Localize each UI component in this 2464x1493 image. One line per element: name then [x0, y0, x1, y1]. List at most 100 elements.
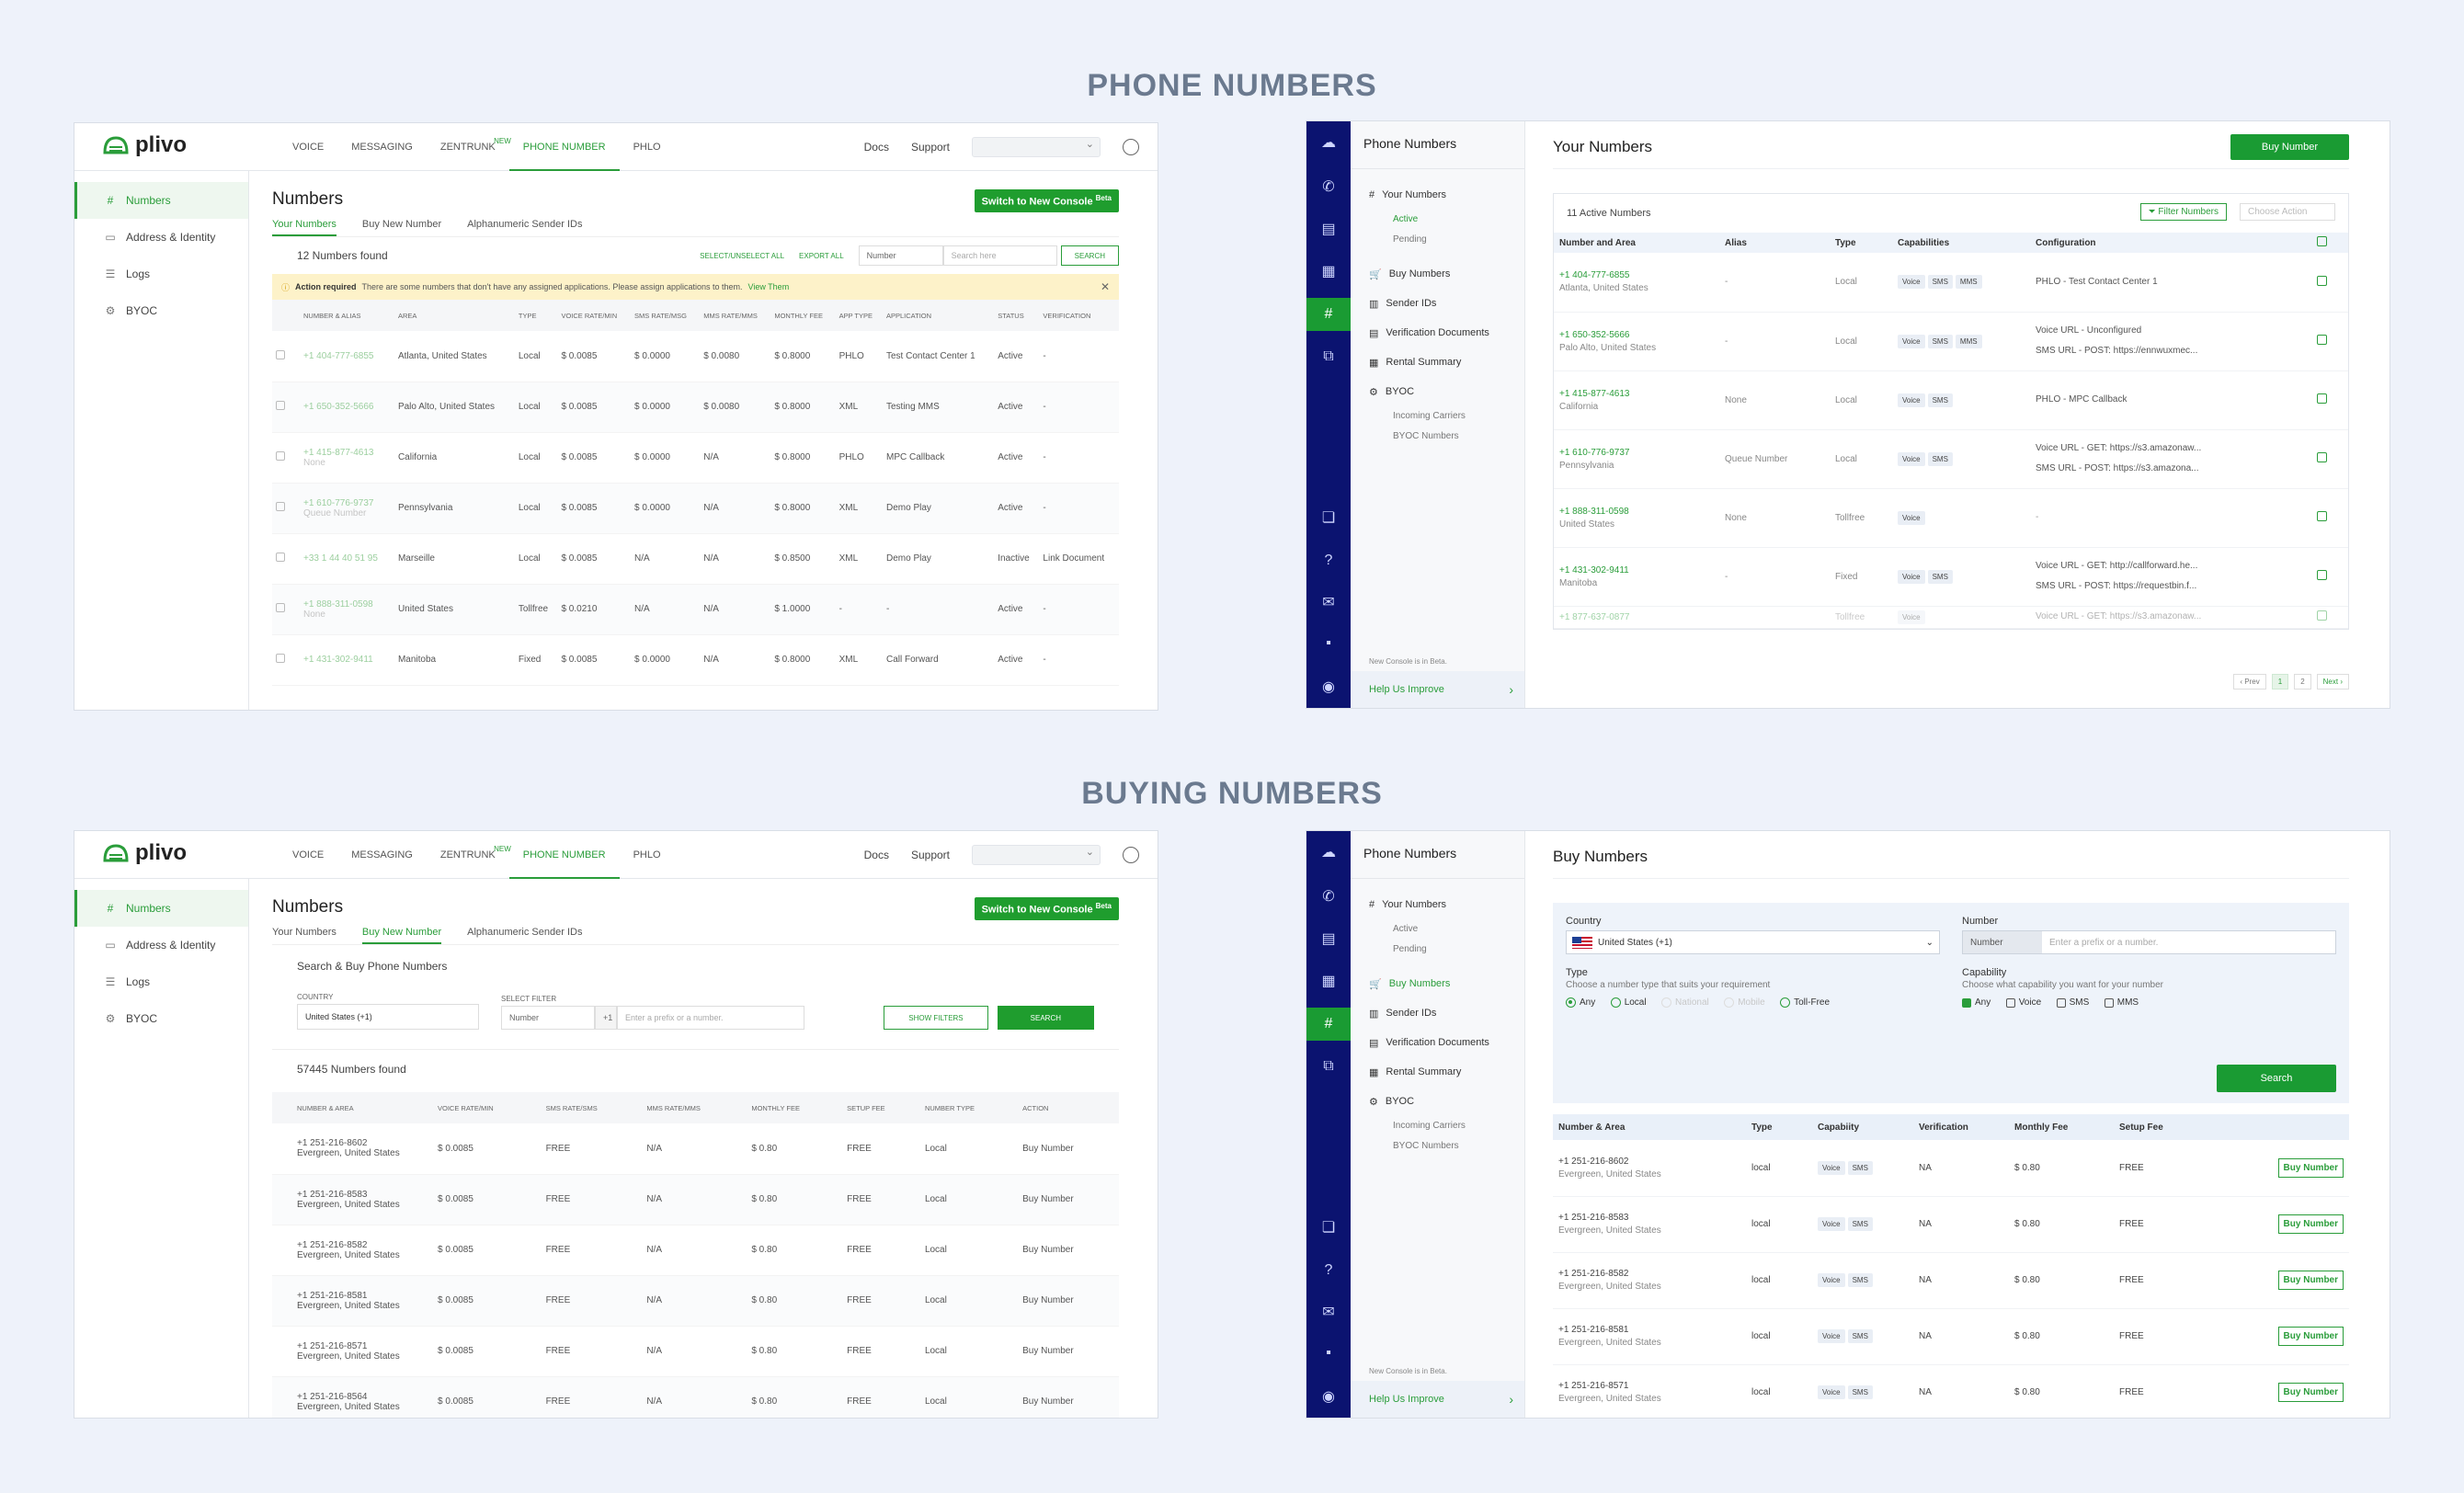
buy-number-link[interactable]: Buy Number: [1019, 1123, 1119, 1175]
cap-voice-checkbox[interactable]: Voice: [2005, 997, 2041, 1008]
search-button[interactable]: SEARCH: [1060, 245, 1119, 266]
sidebar-sub-pending[interactable]: Pending: [1393, 234, 1427, 245]
number-link[interactable]: +1 877-637-0877: [1559, 611, 1630, 622]
help-us-improve[interactable]: Help Us Improve: [1351, 1381, 1524, 1418]
sidebar-item-byoc[interactable]: ⚙ BYOC: [74, 292, 248, 329]
number-link[interactable]: +1 888-311-0598: [1559, 506, 1629, 517]
book-icon[interactable]: ❏: [1321, 1220, 1336, 1236]
type-local-radio[interactable]: Local: [1610, 997, 1647, 1008]
checkbox[interactable]: [276, 553, 285, 562]
number-link[interactable]: +1 404-777-6855: [303, 350, 374, 361]
tab-sender-ids[interactable]: Alphanumeric Sender IDs: [467, 927, 583, 938]
sidebar-item-buy-numbers[interactable]: 🛒 Buy Numbers: [1351, 259, 1524, 289]
log-icon[interactable]: ▦: [1321, 974, 1336, 989]
hash-icon[interactable]: #: [1306, 1008, 1351, 1041]
show-filters-button[interactable]: SHOW FILTERS: [884, 1006, 988, 1030]
account-selector[interactable]: [972, 137, 1101, 157]
inbox-icon[interactable]: ✉: [1322, 595, 1335, 610]
checkbox[interactable]: [276, 654, 285, 663]
sidebar-sub-incoming-carriers[interactable]: Incoming Carriers: [1393, 411, 1466, 421]
type-tollfree-radio[interactable]: Toll-Free: [1780, 997, 1830, 1008]
buy-number-button[interactable]: Buy Number: [2277, 1383, 2344, 1402]
nav-zentrunk[interactable]: ZENTRUNK NEW: [427, 123, 511, 171]
close-icon[interactable]: ✕: [1100, 280, 1110, 293]
tab-your-numbers[interactable]: Your Numbers: [272, 927, 337, 938]
nav-phone-number[interactable]: PHONE NUMBER: [508, 831, 620, 879]
sidebar-item-sender-ids[interactable]: ▥ Sender IDs: [1351, 289, 1524, 318]
number-link[interactable]: +1 650-352-5666: [1559, 329, 1630, 340]
sidebar-item-address-identity[interactable]: ▭ Address & Identity: [74, 219, 248, 256]
number-link[interactable]: +1 650-352-5666: [303, 402, 374, 412]
type-national-radio[interactable]: National: [1661, 997, 1709, 1008]
apps-icon[interactable]: ▪: [1326, 1345, 1331, 1361]
tab-buy-new-number[interactable]: Buy New Number: [361, 927, 442, 944]
hash-icon[interactable]: #: [1306, 298, 1351, 331]
cap-mms-checkbox[interactable]: MMS: [2104, 997, 2139, 1008]
checkbox[interactable]: [276, 349, 285, 359]
sidebar-item-verification-docs[interactable]: ▤ Verification Documents: [1351, 1028, 1524, 1057]
nav-phlo[interactable]: PHLO: [633, 849, 661, 860]
nav-phlo[interactable]: PHLO: [633, 142, 661, 153]
tab-sender-ids[interactable]: Alphanumeric Sender IDs: [467, 219, 583, 230]
flow-icon[interactable]: ⧉: [1323, 348, 1334, 364]
filter-select[interactable]: Number: [501, 1006, 595, 1030]
sidebar-item-numbers[interactable]: # Numbers: [74, 182, 248, 219]
checkbox[interactable]: [2317, 511, 2327, 521]
export-all-link[interactable]: EXPORT ALL: [799, 251, 844, 260]
sidebar-sub-active[interactable]: Active: [1393, 924, 1419, 934]
checkbox[interactable]: [2317, 452, 2327, 462]
prefix-input[interactable]: Enter a prefix or a number.: [617, 1006, 804, 1030]
apps-icon[interactable]: ▪: [1326, 635, 1331, 651]
number-link[interactable]: +1 404-777-6855: [1559, 270, 1630, 281]
nav-voice[interactable]: VOICE: [292, 142, 325, 153]
type-mobile-radio[interactable]: Mobile: [1724, 997, 1765, 1008]
page-1[interactable]: 1: [2271, 674, 2289, 690]
buy-number-button[interactable]: Buy Number: [2277, 1214, 2344, 1234]
sidebar-sub-byoc-numbers[interactable]: BYOC Numbers: [1393, 1141, 1459, 1151]
country-select[interactable]: United States (+1) ⌄: [1566, 930, 1940, 954]
buy-number-link[interactable]: Buy Number: [1019, 1174, 1119, 1225]
sidebar-sub-byoc-numbers[interactable]: BYOC Numbers: [1393, 431, 1459, 441]
sidebar-item-rental-summary[interactable]: ▦ Rental Summary: [1351, 348, 1524, 377]
tab-buy-new-number[interactable]: Buy New Number: [361, 219, 442, 230]
account-selector[interactable]: [972, 845, 1101, 865]
checkbox[interactable]: [276, 603, 285, 612]
checkbox[interactable]: [2317, 335, 2327, 345]
nav-zentrunk[interactable]: ZENTRUNK NEW: [427, 831, 511, 879]
support-link[interactable]: Support: [910, 141, 950, 154]
checkbox[interactable]: [2317, 275, 2327, 286]
buy-number-button[interactable]: Buy Number: [2277, 1157, 2344, 1178]
book-icon[interactable]: ❏: [1321, 510, 1336, 526]
support-link[interactable]: Support: [910, 849, 950, 861]
switch-console-button[interactable]: Switch to New Console Beta: [974, 189, 1119, 212]
number-link[interactable]: +1 888-311-0598: [303, 598, 373, 610]
nav-messaging[interactable]: MESSAGING: [351, 849, 413, 860]
message-icon[interactable]: ▤: [1321, 931, 1336, 947]
checkbox[interactable]: [2317, 393, 2327, 404]
verification-cell[interactable]: Link Document: [1039, 533, 1119, 585]
search-input[interactable]: Search here: [942, 245, 1057, 266]
cap-sms-checkbox[interactable]: SMS: [2056, 997, 2089, 1008]
checkbox[interactable]: [2317, 236, 2327, 246]
user-icon[interactable]: [1123, 139, 1139, 155]
switch-console-button[interactable]: Switch to New Console Beta: [974, 897, 1119, 920]
next-page[interactable]: Next ›: [2316, 674, 2349, 690]
view-them-link[interactable]: View Them: [747, 282, 790, 291]
checkbox[interactable]: [2317, 610, 2327, 621]
sidebar-item-your-numbers[interactable]: # Your Numbers: [1351, 890, 1524, 919]
user-icon[interactable]: [1123, 847, 1139, 863]
plivo-logo[interactable]: plivo: [102, 132, 187, 158]
cap-any-checkbox[interactable]: Any: [1962, 997, 1991, 1008]
sidebar-item-byoc[interactable]: ⚙ BYOC: [1351, 1087, 1524, 1116]
number-link[interactable]: +1 431-302-9411: [1559, 564, 1629, 576]
sidebar-item-buy-numbers[interactable]: 🛒 Buy Numbers: [1351, 969, 1524, 998]
sidebar-item-logs[interactable]: ☰ Logs: [74, 256, 248, 292]
number-link[interactable]: +33 1 44 40 51 95: [303, 553, 378, 564]
sidebar-item-address-identity[interactable]: ▭ Address & Identity: [74, 927, 248, 963]
docs-link[interactable]: Docs: [863, 141, 889, 154]
nav-phone-number[interactable]: PHONE NUMBER: [508, 123, 620, 171]
prev-page[interactable]: ‹ Prev: [2233, 674, 2266, 690]
sidebar-sub-active[interactable]: Active: [1393, 214, 1419, 224]
filter-select[interactable]: Number: [858, 245, 943, 266]
checkbox[interactable]: [2317, 570, 2327, 580]
